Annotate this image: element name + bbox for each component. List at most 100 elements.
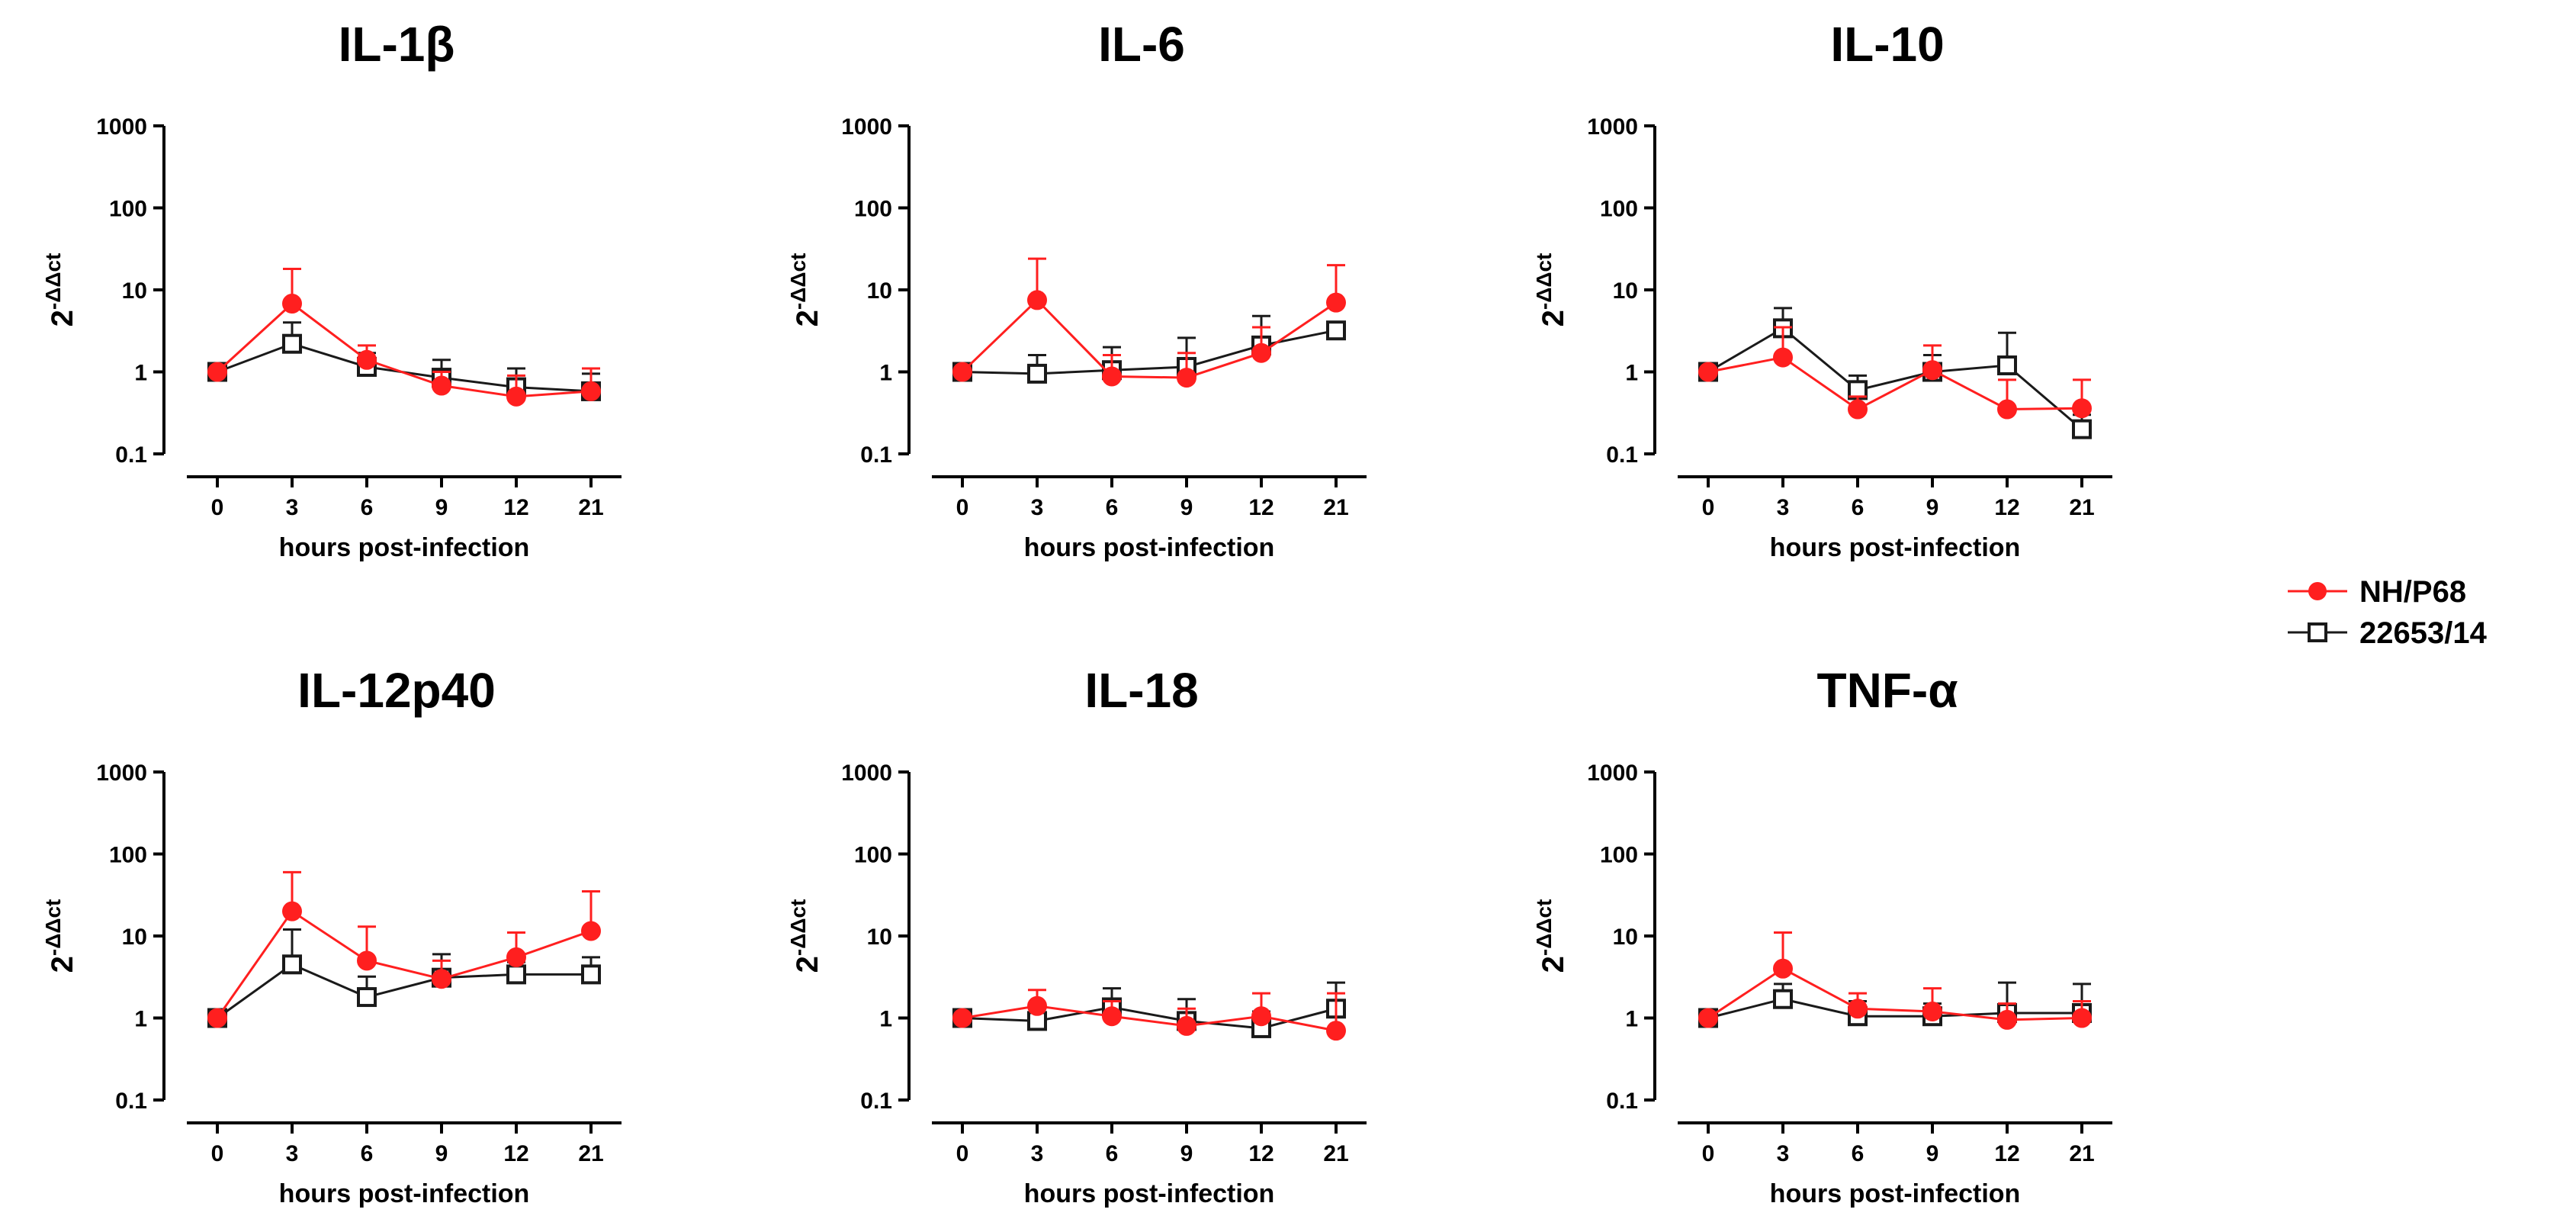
y-axis-label: 2-ΔΔct	[786, 899, 824, 973]
series-nh-p68	[952, 257, 1346, 388]
x-axis-label: hours post-infection	[1770, 533, 2021, 562]
y-tick-label: 1	[1625, 361, 1638, 386]
data-point	[2072, 398, 2092, 419]
y-axis-label-exponent: -ΔΔct	[41, 899, 65, 956]
y-tick-label: 10	[1613, 925, 1638, 950]
data-point	[282, 294, 302, 314]
series-line	[1707, 998, 2082, 1019]
data-point	[1027, 290, 1047, 310]
y-tick-label: 1	[879, 1007, 892, 1032]
x-axis-label: hours post-infection	[279, 1179, 530, 1208]
y-axis-label: 2-ΔΔct	[41, 253, 79, 327]
x-tick-label: 21	[2069, 495, 2094, 520]
data-point	[1102, 366, 1122, 387]
x-tick-label: 12	[503, 1141, 528, 1166]
data-point	[1177, 1015, 1196, 1036]
data-point	[1997, 399, 2017, 420]
y-tick-label: 100	[109, 197, 147, 222]
y-tick-label: 10	[1613, 278, 1638, 304]
x-tick-label: 12	[1248, 495, 1274, 520]
series-line	[216, 909, 592, 1019]
chart-panel-0: IL-1β 0.1 1 10 100 1000 2-ΔΔct 0 3 6 9 12 21 hours po…	[41, 17, 622, 562]
y-tick-label: 1000	[96, 761, 147, 786]
data-point	[1773, 347, 1793, 368]
x-tick-label: 6	[1106, 1141, 1119, 1166]
x-axis-label: hours post-infection	[1024, 533, 1275, 562]
series-line	[962, 1005, 1337, 1032]
x-tick-label: 0	[211, 495, 224, 520]
x-axis-label: hours post-infection	[1770, 1179, 2021, 1208]
data-point	[506, 386, 526, 407]
data-point	[207, 1008, 227, 1028]
data-point	[1997, 1009, 2017, 1030]
data-point	[506, 964, 526, 985]
data-point	[207, 362, 227, 382]
y-axis-label-base: 2	[46, 310, 79, 326]
x-tick-label: 21	[2069, 1141, 2094, 1166]
panel-title: IL-6	[1098, 17, 1185, 72]
series-22653-14	[1698, 307, 2092, 439]
series-line	[217, 343, 592, 393]
x-tick-label: 6	[1852, 495, 1865, 520]
x-tick-label: 3	[286, 495, 299, 520]
data-point	[1251, 1006, 1271, 1027]
series-22653-14	[207, 321, 601, 401]
x-tick-label: 21	[578, 495, 603, 520]
data-point	[1997, 355, 2017, 375]
y-tick-label: 0.1	[1606, 442, 1638, 468]
y-tick-label: 10	[867, 278, 892, 304]
data-point	[1922, 1001, 1942, 1021]
y-tick-label: 0.1	[115, 1089, 147, 1114]
legend-marker	[2308, 582, 2327, 600]
data-point	[282, 954, 302, 975]
x-tick-label: 0	[211, 1141, 224, 1166]
y-tick-label: 0.1	[860, 1089, 892, 1114]
x-tick-label: 3	[1031, 1141, 1044, 1166]
data-point	[1326, 320, 1346, 341]
series-line	[216, 302, 592, 398]
data-point	[1848, 999, 1868, 1019]
x-tick-label: 9	[1180, 1141, 1193, 1166]
y-tick-label: 1	[134, 1007, 147, 1032]
y-tick-label: 0.1	[1606, 1089, 1638, 1114]
y-tick-label: 1	[879, 361, 892, 386]
chart-panel-4: IL-18 0.1 1 10 100 1000 2-ΔΔct 0 3 6 9 12 21 hours po…	[786, 663, 1367, 1208]
data-point	[1922, 360, 1942, 381]
y-axis-label-exponent: -ΔΔct	[41, 253, 65, 310]
data-point	[581, 964, 601, 985]
y-tick-label: 100	[1600, 197, 1638, 222]
data-point	[432, 969, 451, 989]
series-22653-14	[207, 928, 601, 1028]
data-point	[952, 362, 972, 382]
data-point	[1102, 1006, 1122, 1027]
data-point	[581, 381, 601, 401]
series-22653-14	[952, 314, 1346, 384]
y-axis-label: 2-ΔΔct	[1532, 253, 1570, 327]
y-axis-label: 2-ΔΔct	[786, 253, 824, 327]
y-tick-label: 1000	[841, 761, 892, 786]
data-point	[357, 950, 377, 971]
y-axis-label: 2-ΔΔct	[41, 899, 79, 973]
data-point	[2072, 1008, 2092, 1028]
data-point	[432, 375, 451, 396]
panel-title: IL-10	[1830, 17, 1944, 72]
legend-marker	[2308, 622, 2327, 642]
series-line	[1707, 967, 2083, 1021]
panel-title: TNF-α	[1816, 663, 1958, 718]
series-nh-p68	[1698, 326, 2092, 420]
series-line	[1707, 355, 2083, 411]
data-point	[2072, 419, 2092, 439]
x-tick-label: 12	[1994, 1141, 2019, 1166]
y-tick-label: 10	[867, 925, 892, 950]
chart-panel-1: IL-6 0.1 1 10 100 1000 2-ΔΔct 0 3 6 9 12 21 hours pos…	[786, 17, 1367, 562]
data-point	[1698, 362, 1718, 382]
y-tick-label: 1	[134, 361, 147, 386]
data-point	[1251, 343, 1271, 363]
x-tick-label: 21	[1323, 1141, 1348, 1166]
y-tick-label: 1000	[841, 114, 892, 140]
y-axis-label-exponent: -ΔΔct	[786, 253, 810, 310]
series-line	[217, 963, 591, 1019]
x-tick-label: 6	[361, 1141, 374, 1166]
y-tick-label: 100	[1600, 843, 1638, 868]
